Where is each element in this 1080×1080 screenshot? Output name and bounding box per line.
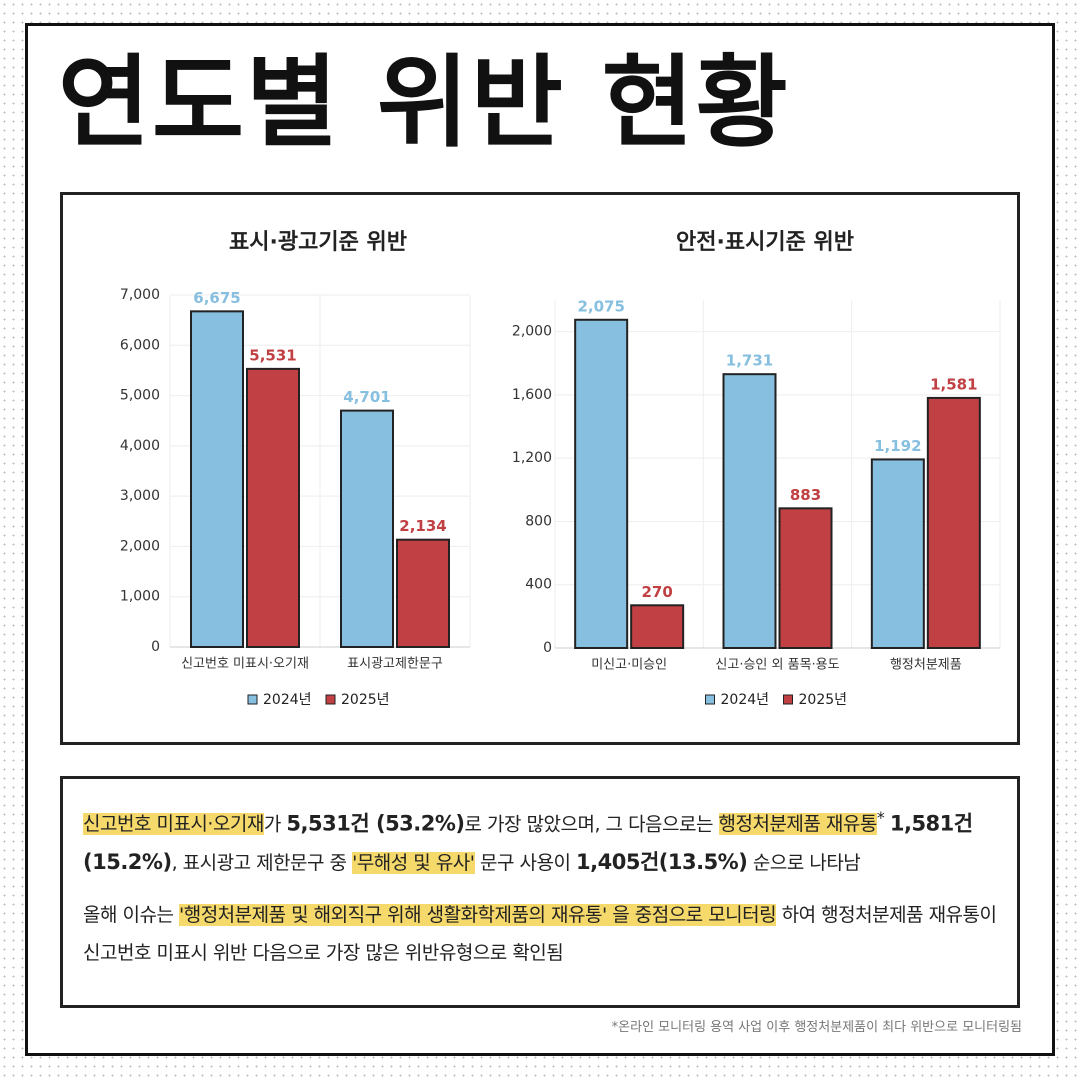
summary-text: '행정처분제품 및 해외직구 위해 생활화학제품의 재유통' 을 중점으로 모니… [178,904,777,927]
summary-text: 로 가장 많았으며, 그 다음으로는 [464,813,719,836]
y-tick-label: 7,000 [120,287,160,303]
legend-label: 2024년 [721,692,770,708]
bar [574,318,629,649]
value-label: 270 [642,583,673,601]
y-tick-label: 4,000 [120,438,160,454]
summary-text: 올해 이슈는 [83,904,179,927]
bar [870,458,925,649]
bar [722,373,777,649]
chart-panel: 표시·광고기준 위반 0 1,000 2,000 3,000 4,000 5,000 6,00… [60,192,1020,745]
summary-text: '무해성 및 유사' [352,852,475,875]
x-tick-label: 신고번호 미표시·오기재 [181,657,309,672]
value-label: 4,701 [343,388,390,406]
x-tick-label: 표시광고제한문구 [347,657,443,672]
value-label: 1,581 [930,375,977,393]
summary-text: 가 [263,813,287,836]
x-tick-label: 신고·승인 외 품목·용도 [715,658,839,673]
y-tick-label: 1,600 [512,387,552,403]
summary-paragraph: 신고번호 미표시·오기재가 5,531건 (53.2%)로 가장 많았으며, 그… [83,799,997,882]
value-label: 5,531 [249,346,296,364]
x-tick-label: 행정처분제품 [890,657,962,673]
y-tick-label: 5,000 [120,388,160,404]
y-tick-label: 400 [525,577,552,593]
legend-label: 2025년 [799,692,848,708]
y-tick-label: 2,000 [512,324,552,340]
bar [630,604,685,650]
summary-text: , 표시광고 제한문구 중 [171,852,353,875]
summary-text: 행정처분제품 재유통 [718,813,877,836]
y-tick-label: 0 [151,639,160,655]
x-tick-label: 미신고·미승인 [591,658,667,673]
charts: 표시·광고기준 위반 0 1,000 2,000 3,000 4,000 5,000 6,00… [120,230,1001,708]
bar [926,396,981,649]
summary-text: 신고번호 미표시·오기재 [83,813,264,836]
bar [778,507,833,649]
legend-swatch [705,694,715,705]
y-tick-label: 800 [525,513,552,529]
summary-text: 1,405건(13.5%) [576,850,748,875]
y-tick-label: 1,200 [512,450,552,466]
chart-title: 안전·표시기준 위반 [676,230,854,255]
chart-title: 표시·광고기준 위반 [229,230,407,255]
summary-text: 1,581건(15.2%) [83,811,973,875]
y-tick-label: 0 [543,640,552,656]
legend-label: 2024년 [263,692,312,708]
y-tick-label: 6,000 [120,337,160,353]
legend-swatch [783,694,793,705]
bar [190,310,244,648]
legend-swatch [325,694,336,705]
summary-box: 신고번호 미표시·오기재가 5,531건 (53.2%)로 가장 많았으며, 그… [60,776,1020,1008]
y-tick-label: 1,000 [120,589,160,605]
summary-paragraph: 올해 이슈는 '행정처분제품 및 해외직구 위해 생활화학제품의 재유통' 을 … [83,896,997,972]
summary-text: 순으로 나타남 [747,852,861,875]
bar [340,409,394,648]
summary-text: 5,531건 (53.2%) [286,811,465,836]
bar [246,367,300,648]
value-label: 2,075 [577,297,624,315]
value-label: 6,675 [193,289,240,307]
bar [396,538,450,648]
legend-swatch [247,694,258,705]
summary-text: 문구 사용이 [474,852,577,875]
summary-text: * [876,808,885,827]
footnote: *온라인 모니터링 용역 사업 이후 행정처분제품이 최다 위반으로 모니터링됨 [611,1020,1022,1035]
legend-label: 2025년 [341,692,390,708]
value-label: 883 [790,486,821,504]
y-tick-label: 3,000 [120,488,160,504]
page-title: 연도별 위반 현황 [58,44,790,161]
value-label: 1,192 [874,437,921,455]
value-label: 2,134 [399,517,446,535]
summary-text: 하여 행정처분제품 재유통이 신고번호 미표시 위반 다음으로 가장 많은 위반… [83,904,997,965]
value-label: 1,731 [726,352,773,370]
y-tick-label: 2,000 [120,538,160,554]
